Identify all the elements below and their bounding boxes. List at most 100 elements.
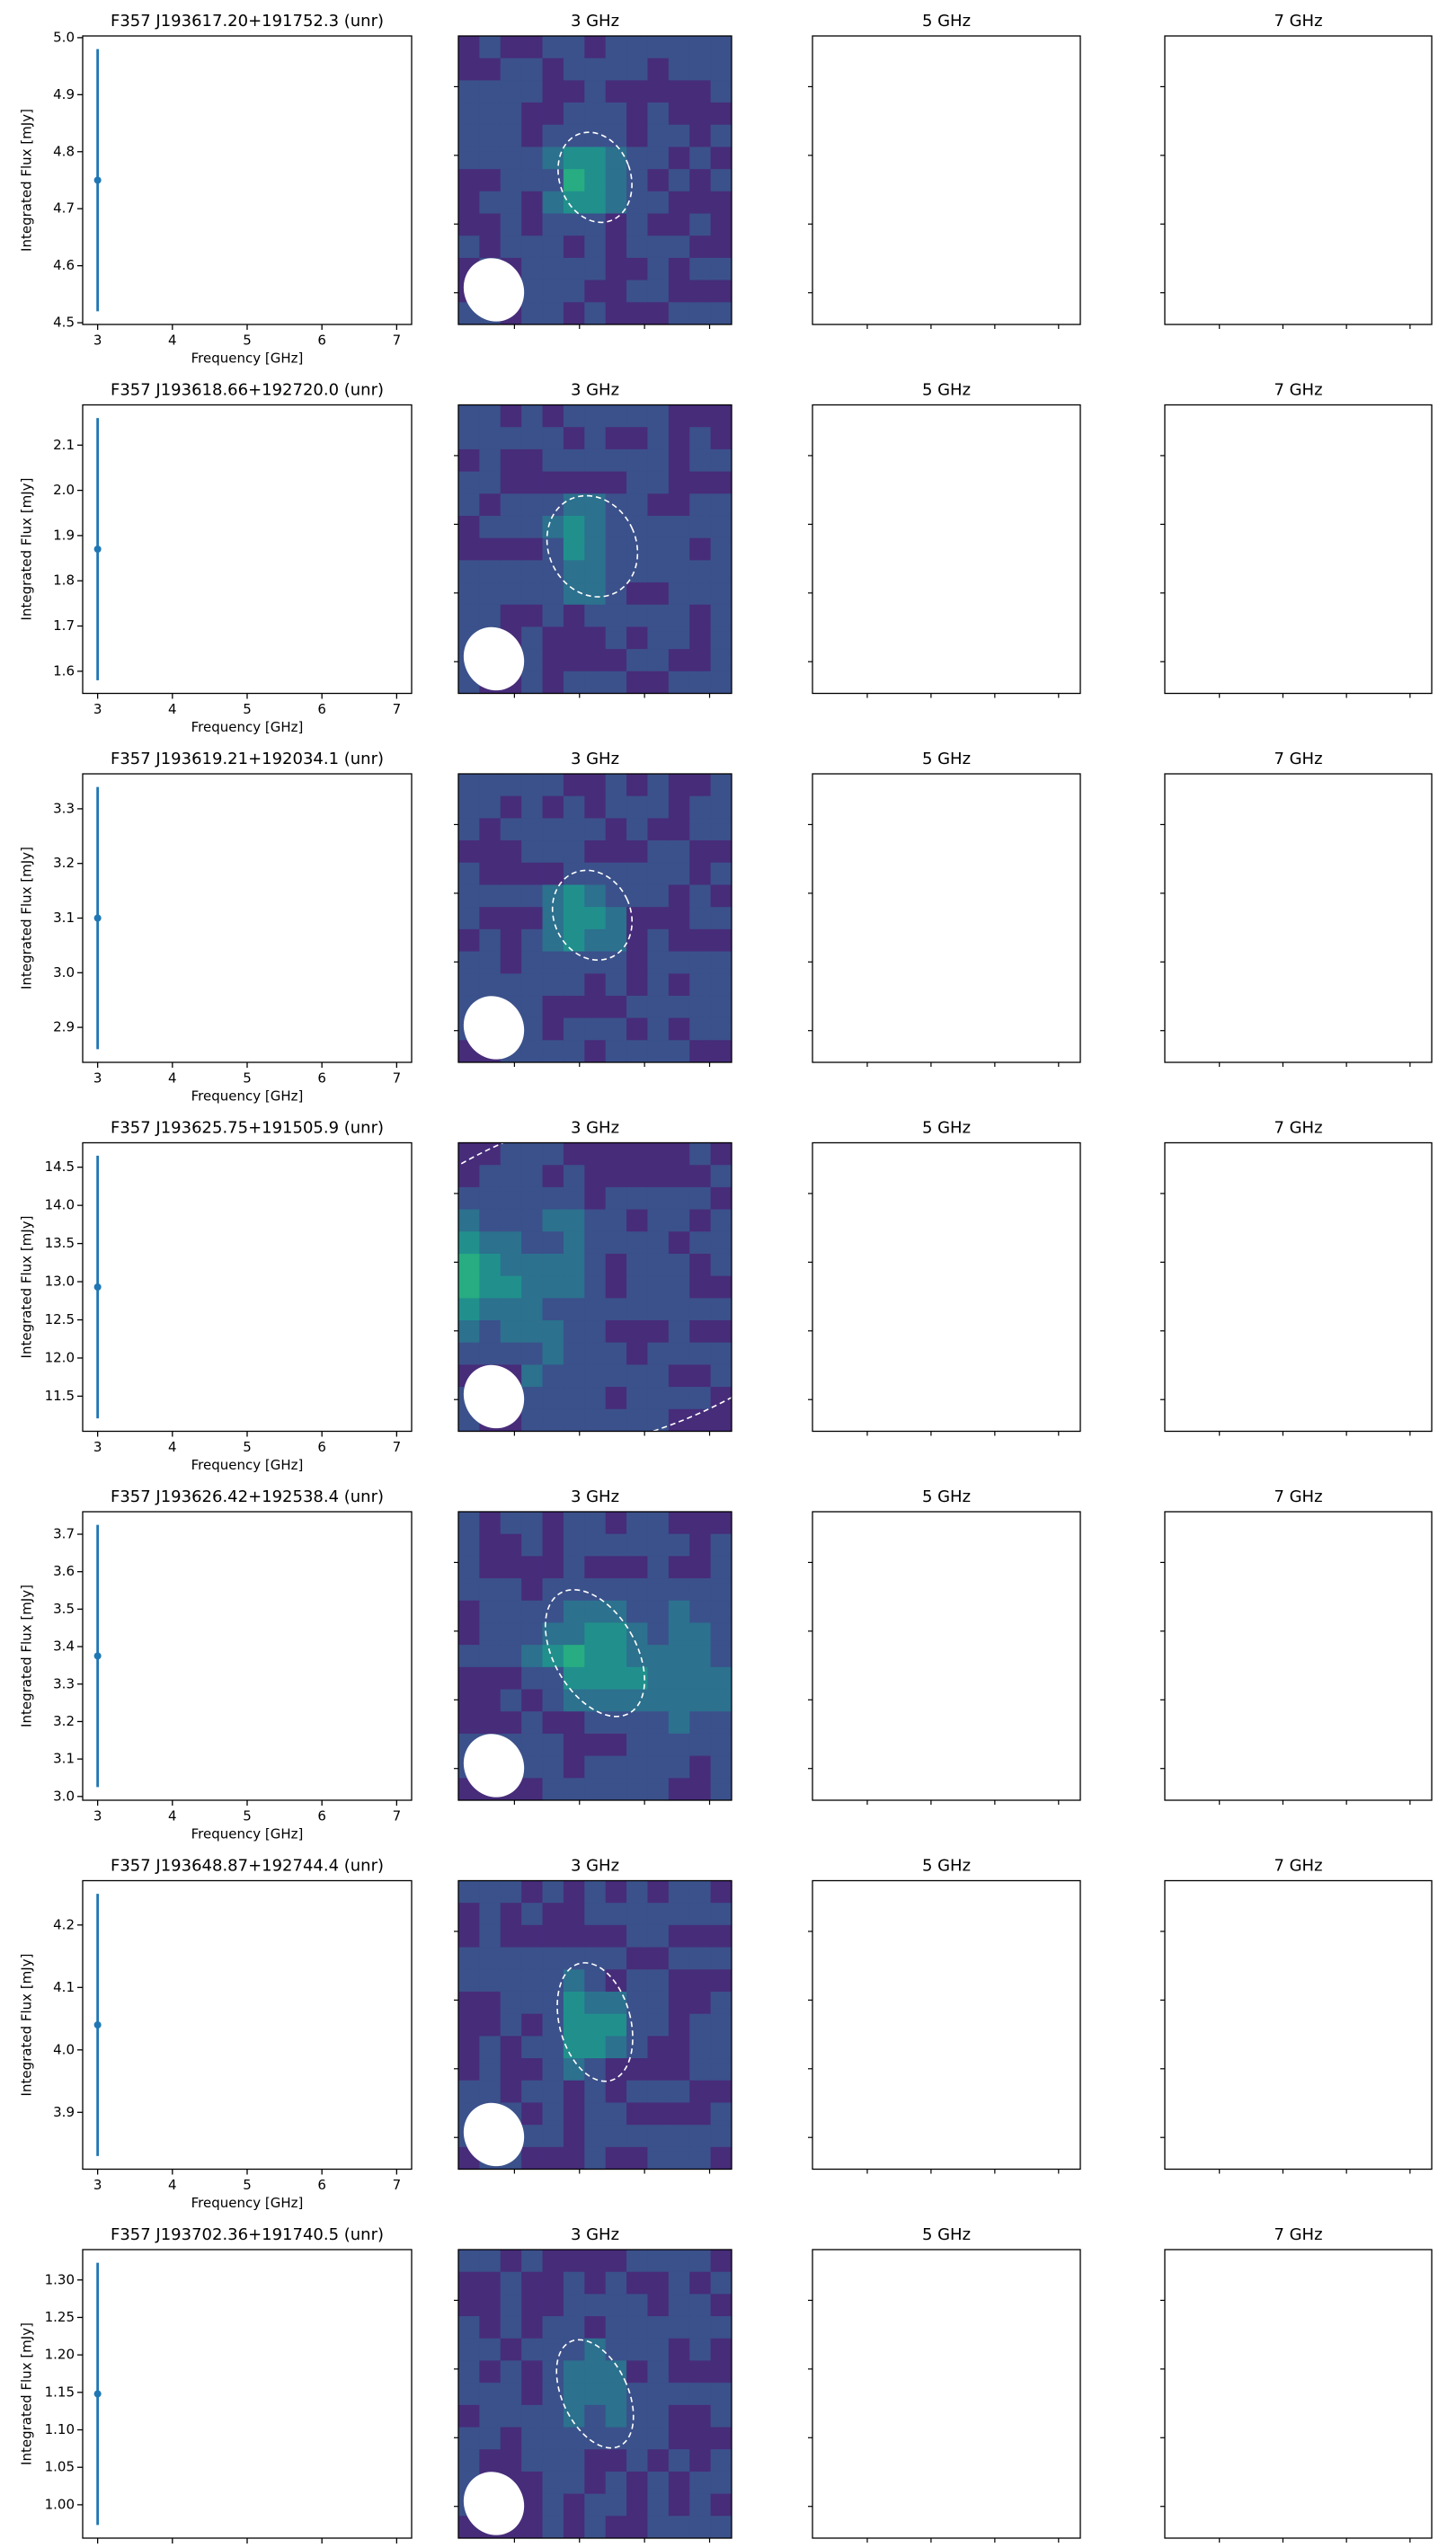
pixel <box>689 2316 712 2339</box>
pixel <box>458 493 480 517</box>
pixel <box>458 884 480 908</box>
pixel <box>563 1017 585 1041</box>
pixel <box>521 1947 544 1970</box>
pixel <box>647 626 670 650</box>
pixel <box>563 235 585 259</box>
pixel <box>647 1666 670 1691</box>
pixel <box>689 907 712 930</box>
pixel <box>542 1645 564 1668</box>
pixel <box>521 951 544 974</box>
x-tick-label: 6 <box>317 1808 326 1824</box>
pixel <box>479 2271 502 2295</box>
pixel <box>626 2058 649 2082</box>
pixel <box>626 795 649 819</box>
pixel <box>563 1991 585 2015</box>
pixel <box>647 2080 670 2104</box>
pixel <box>500 2036 522 2059</box>
pixel <box>647 884 670 908</box>
pixel <box>689 2427 712 2450</box>
pixel <box>584 2271 607 2295</box>
pixel <box>647 840 670 864</box>
pixel <box>584 2250 607 2273</box>
pixel <box>647 2516 670 2538</box>
pixel <box>584 626 607 650</box>
pixel <box>668 1387 690 1410</box>
axes-frame <box>1164 404 1433 695</box>
pixel <box>710 2294 732 2317</box>
pixel <box>479 1533 502 1557</box>
y-tick-label: 3.9 <box>53 2104 75 2120</box>
pixel <box>668 1600 690 1624</box>
pixel <box>458 1622 480 1646</box>
pixel <box>584 795 607 819</box>
pixel <box>626 515 649 539</box>
pixel <box>647 582 670 606</box>
pixel <box>458 36 480 59</box>
cutout-image <box>458 2250 732 2538</box>
beam <box>463 996 525 1060</box>
pixel <box>689 1408 712 1432</box>
panel-title: 7 GHz <box>1274 1119 1322 1138</box>
pixel <box>647 1533 670 1557</box>
pixel <box>689 2146 712 2170</box>
pixel <box>521 124 544 148</box>
pixel <box>626 2080 649 2104</box>
pixel <box>605 2125 627 2148</box>
cutout-image <box>458 36 732 324</box>
pixel <box>647 213 670 236</box>
pixel <box>542 1969 564 1993</box>
panel-title: 7 GHz <box>1274 1857 1322 1876</box>
pixel <box>647 1408 670 1432</box>
pixel <box>626 1689 649 1712</box>
pixel <box>668 124 690 148</box>
panel-title: F357 J193619.21+192034.1 (unr) <box>111 750 384 768</box>
pixel <box>710 2404 732 2428</box>
panel-title: 5 GHz <box>922 1857 971 1876</box>
pixel <box>626 670 649 694</box>
pixel <box>626 818 649 841</box>
pixel <box>521 2036 544 2059</box>
axes-frame <box>812 1141 1081 1433</box>
pixel <box>605 1880 627 1904</box>
source-ellipse <box>556 1962 634 2082</box>
pixel <box>521 1622 544 1646</box>
pixel <box>626 2516 649 2538</box>
pixel <box>668 795 690 819</box>
beam <box>463 1364 525 1429</box>
pixel <box>626 2294 649 2317</box>
axes-frame <box>82 1141 413 1433</box>
pixel <box>668 1165 690 1188</box>
pixel <box>584 404 607 428</box>
pixel <box>647 2493 670 2517</box>
x-tick-label: 6 <box>317 333 326 349</box>
pixel <box>479 1275 502 1299</box>
pixel <box>647 493 670 517</box>
pixel <box>668 670 690 694</box>
pixel <box>668 302 690 324</box>
pixel <box>626 124 649 148</box>
pixel <box>668 2013 690 2037</box>
y-tick-label: 4.2 <box>53 1916 75 1932</box>
pixel <box>626 2146 649 2170</box>
pixel <box>626 1755 649 1779</box>
axes-frame <box>82 404 413 695</box>
pixel <box>689 840 712 864</box>
pixel <box>710 537 732 561</box>
pixel <box>500 1622 522 1646</box>
pixel <box>710 2427 732 2450</box>
pixel <box>647 2058 670 2082</box>
pixel <box>710 1600 732 1624</box>
pixel <box>689 471 712 494</box>
pixel <box>458 2271 480 2295</box>
pixel <box>458 862 480 886</box>
pixel <box>605 862 627 886</box>
pixel <box>689 404 712 428</box>
pixel <box>479 1186 502 1211</box>
y-tick-label: 2.1 <box>53 437 75 453</box>
panel-title: F357 J193648.87+192744.4 (unr) <box>111 1857 384 1876</box>
pixel <box>479 1512 502 1535</box>
pixel <box>521 884 544 908</box>
pixel <box>626 1969 649 1993</box>
pixel <box>647 1040 670 1062</box>
pixel <box>479 80 502 103</box>
